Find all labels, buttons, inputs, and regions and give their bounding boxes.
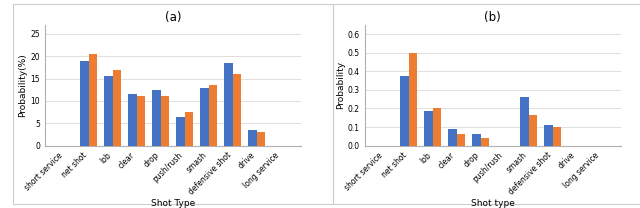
Bar xyxy=(104,76,113,146)
Bar xyxy=(200,88,209,146)
Y-axis label: Probability: Probability xyxy=(336,61,345,109)
Bar xyxy=(401,76,409,146)
Bar xyxy=(257,132,265,146)
Bar xyxy=(185,112,193,146)
Bar xyxy=(472,134,481,146)
Y-axis label: Probability(%): Probability(%) xyxy=(19,53,28,117)
Title: (a): (a) xyxy=(164,11,181,24)
Bar xyxy=(81,61,89,146)
Bar xyxy=(209,85,217,146)
Bar xyxy=(225,63,233,146)
Bar xyxy=(481,138,489,146)
Bar xyxy=(545,125,553,146)
Bar xyxy=(433,109,441,146)
Bar xyxy=(113,70,121,146)
Bar xyxy=(152,90,161,146)
Bar xyxy=(457,134,465,146)
Bar xyxy=(177,116,185,146)
Bar xyxy=(553,127,561,146)
Bar xyxy=(520,97,529,146)
Bar xyxy=(129,94,137,146)
Bar xyxy=(233,74,241,146)
Bar xyxy=(248,130,257,146)
Title: (b): (b) xyxy=(484,11,501,24)
Bar xyxy=(161,97,169,146)
X-axis label: Shot Type: Shot Type xyxy=(150,199,195,208)
X-axis label: Shot type: Shot type xyxy=(471,199,515,208)
Bar xyxy=(529,115,537,146)
Bar xyxy=(424,111,433,146)
Bar xyxy=(137,97,145,146)
Bar xyxy=(409,53,417,146)
Bar xyxy=(89,54,97,146)
Bar xyxy=(449,129,457,146)
